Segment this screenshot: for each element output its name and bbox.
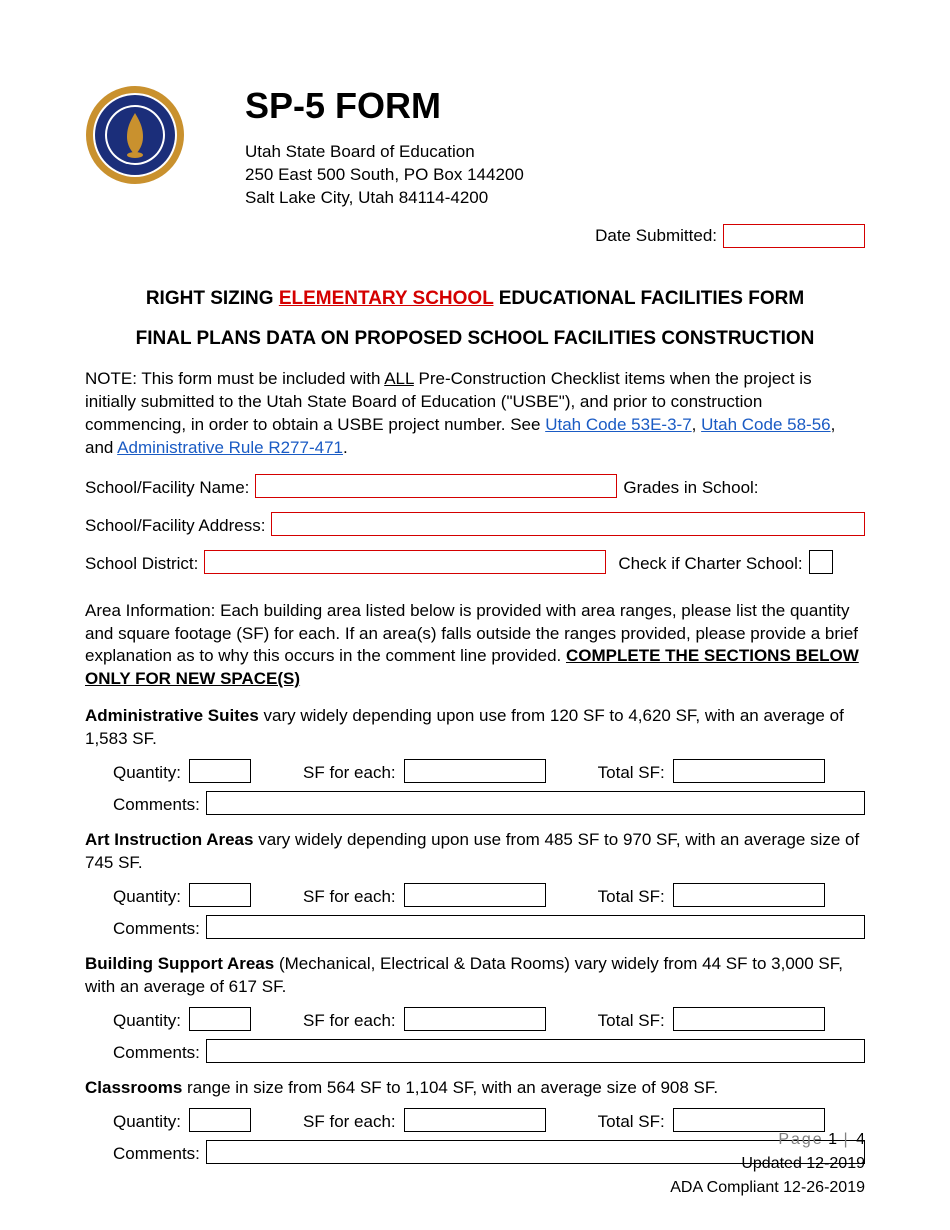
comments-input[interactable] xyxy=(206,915,865,939)
total-sf-label: Total SF: xyxy=(598,1011,665,1031)
section-classrooms: Classrooms range in size from 564 SF to … xyxy=(85,1077,865,1100)
link-utah-code-58[interactable]: Utah Code 58-56 xyxy=(701,415,830,434)
comments-row: Comments: xyxy=(85,915,865,939)
sf-each-input[interactable] xyxy=(404,759,546,783)
title-post: EDUCATIONAL FACILITIES FORM xyxy=(493,288,804,309)
school-name-label: School/Facility Name: xyxy=(85,478,249,498)
comments-input[interactable] xyxy=(206,791,865,815)
comments-label: Comments: xyxy=(113,795,200,815)
date-submitted-label: Date Submitted: xyxy=(595,226,717,246)
title-pre: RIGHT SIZING xyxy=(146,288,279,309)
sf-each-label: SF for each: xyxy=(303,1011,396,1031)
total-sf-label: Total SF: xyxy=(598,887,665,907)
ada-text: ADA Compliant 12-26-2019 xyxy=(670,1176,865,1200)
address-label: School/Facility Address: xyxy=(85,516,265,536)
title-red: ELEMENTARY SCHOOL xyxy=(279,288,494,309)
header: SP-5 FORM Utah State Board of Education … xyxy=(85,85,865,248)
comments-label: Comments: xyxy=(113,919,200,939)
quantity-label: Quantity: xyxy=(113,1011,181,1031)
page-current: 1 xyxy=(828,1131,837,1148)
sf-each-label: SF for each: xyxy=(303,1112,396,1132)
quantity-input[interactable] xyxy=(189,1108,251,1132)
page-label: Page xyxy=(778,1131,823,1148)
section-name: Art Instruction Areas xyxy=(85,830,253,849)
note-pre: NOTE: This form must be included with xyxy=(85,369,384,388)
total-sf-label: Total SF: xyxy=(598,1112,665,1132)
address-line-2: Salt Lake City, Utah 84114-4200 xyxy=(245,187,865,210)
updated-text: Updated 12-2019 xyxy=(670,1152,865,1176)
note-sep1: , xyxy=(692,415,701,434)
section-art-instruction: Art Instruction Areas vary widely depend… xyxy=(85,829,865,875)
quantity-label: Quantity: xyxy=(113,887,181,907)
address-input[interactable] xyxy=(271,512,865,536)
title-line-2: FINAL PLANS DATA ON PROPOSED SCHOOL FACI… xyxy=(85,328,865,350)
section-name: Building Support Areas xyxy=(85,954,274,973)
quantity-input[interactable] xyxy=(189,759,251,783)
page-footer: Page 1 | 4 Updated 12-2019 ADA Compliant… xyxy=(670,1128,865,1200)
section-row: Quantity: SF for each: Total SF: xyxy=(85,1007,865,1031)
note-all: ALL xyxy=(384,369,414,388)
total-sf-input[interactable] xyxy=(673,1007,825,1031)
grades-label: Grades in School: xyxy=(623,478,758,498)
district-input[interactable] xyxy=(204,550,606,574)
page-total: 4 xyxy=(856,1131,865,1148)
total-sf-input[interactable] xyxy=(673,759,825,783)
page-sep: | xyxy=(837,1131,856,1148)
total-sf-label: Total SF: xyxy=(598,763,665,783)
section-desc-text: range in size from 564 SF to 1,104 SF, w… xyxy=(182,1078,718,1097)
sf-each-input[interactable] xyxy=(404,883,546,907)
district-label: School District: xyxy=(85,554,198,574)
sf-each-input[interactable] xyxy=(404,1108,546,1132)
total-sf-input[interactable] xyxy=(673,883,825,907)
school-name-input[interactable] xyxy=(255,474,617,498)
charter-label: Check if Charter School: xyxy=(618,554,802,574)
title-line-1: RIGHT SIZING ELEMENTARY SCHOOL EDUCATION… xyxy=(85,288,865,310)
sf-each-label: SF for each: xyxy=(303,887,396,907)
section-admin-suites: Administrative Suites vary widely depend… xyxy=(85,705,865,751)
link-admin-rule[interactable]: Administrative Rule R277-471 xyxy=(117,438,343,457)
area-info-paragraph: Area Information: Each building area lis… xyxy=(85,600,865,692)
date-submitted-input[interactable] xyxy=(723,224,865,248)
comments-label: Comments: xyxy=(113,1144,200,1164)
address-line-1: 250 East 500 South, PO Box 144200 xyxy=(245,164,865,187)
comments-label: Comments: xyxy=(113,1043,200,1063)
section-row: Quantity: SF for each: Total SF: xyxy=(85,759,865,783)
org-name: Utah State Board of Education xyxy=(245,141,865,164)
section-name: Administrative Suites xyxy=(85,706,259,725)
note-end: . xyxy=(343,438,348,457)
quantity-input[interactable] xyxy=(189,1007,251,1031)
state-seal-icon xyxy=(85,85,185,185)
charter-checkbox[interactable] xyxy=(809,550,833,574)
link-utah-code-53e[interactable]: Utah Code 53E-3-7 xyxy=(545,415,691,434)
quantity-label: Quantity: xyxy=(113,763,181,783)
comments-row: Comments: xyxy=(85,791,865,815)
section-name: Classrooms xyxy=(85,1078,182,1097)
sf-each-label: SF for each: xyxy=(303,763,396,783)
section-building-support: Building Support Areas (Mechanical, Elec… xyxy=(85,953,865,999)
quantity-label: Quantity: xyxy=(113,1112,181,1132)
section-row: Quantity: SF for each: Total SF: xyxy=(85,883,865,907)
comments-row: Comments: xyxy=(85,1039,865,1063)
comments-input[interactable] xyxy=(206,1039,865,1063)
note-paragraph: NOTE: This form must be included with AL… xyxy=(85,368,865,460)
quantity-input[interactable] xyxy=(189,883,251,907)
form-title: SP-5 FORM xyxy=(245,85,865,127)
sf-each-input[interactable] xyxy=(404,1007,546,1031)
